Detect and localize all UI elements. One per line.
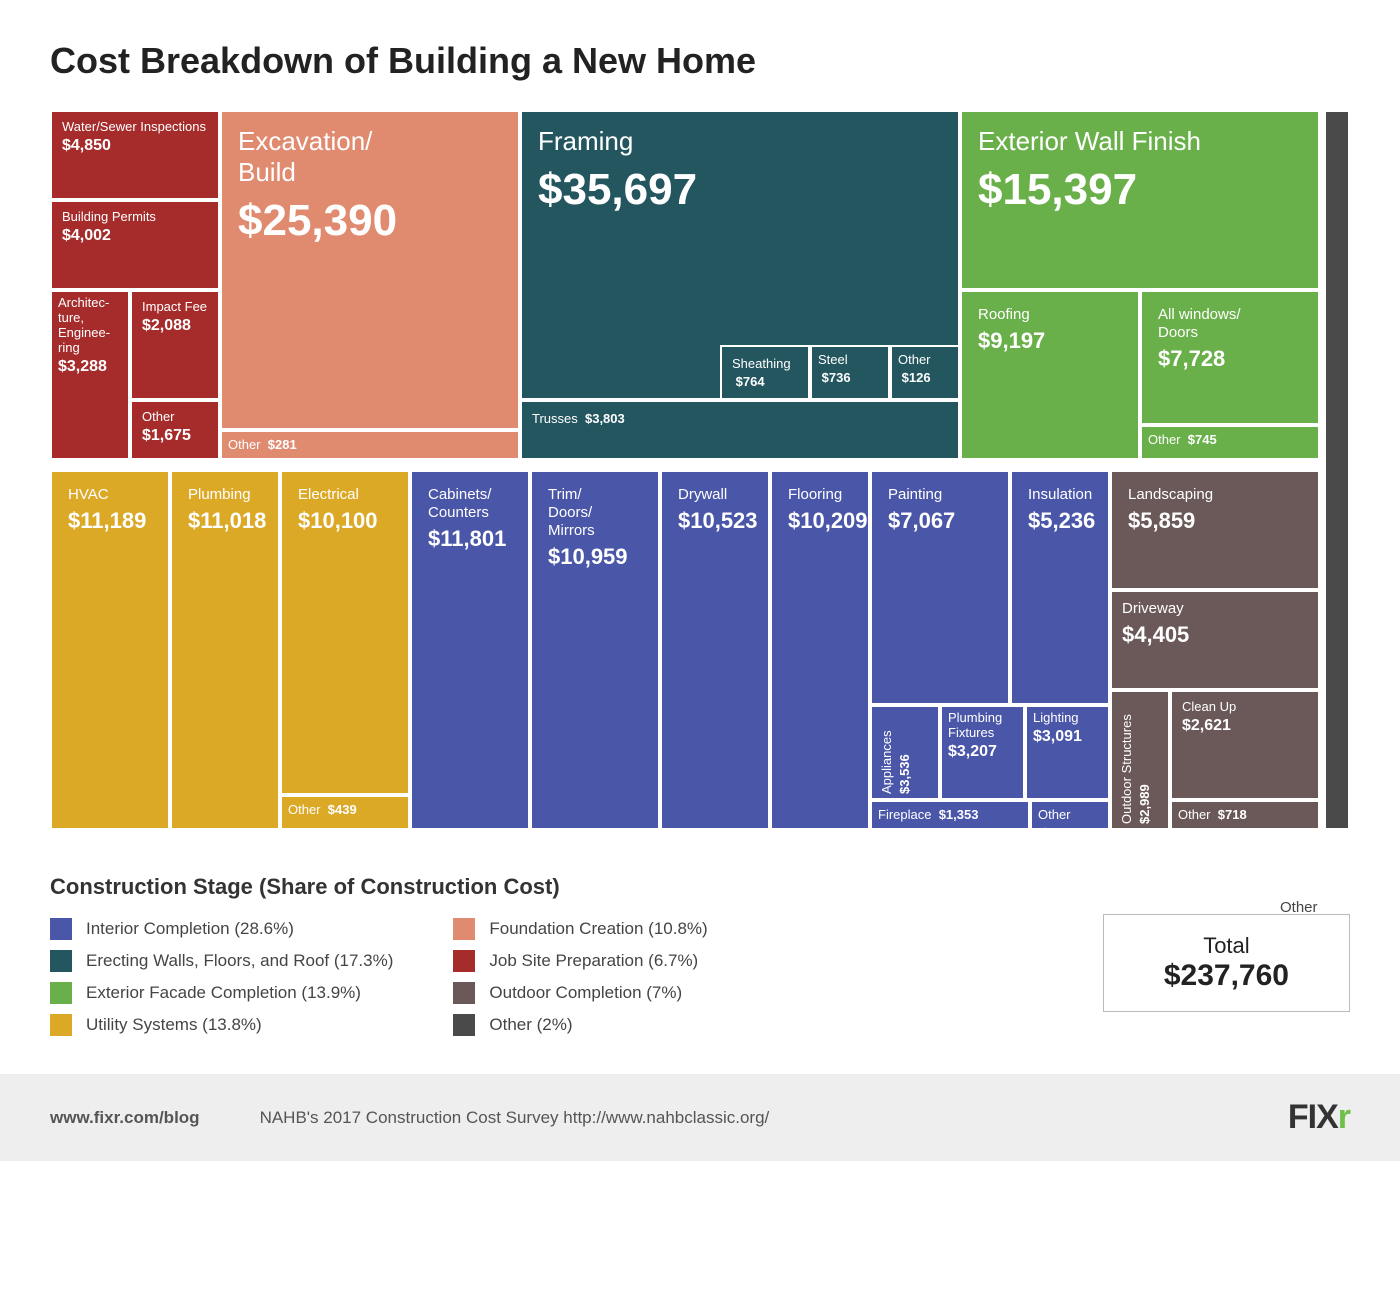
cell-lighting: Lighting$3,091 (1025, 705, 1110, 800)
cell-permits: Building Permits$4,002 (50, 200, 220, 290)
cell-pl_fixtures: Plumbing Fixtures$3,207 (940, 705, 1025, 800)
legend-item: Exterior Facade Completion (13.9%) (50, 982, 393, 1004)
cell-appliances: Appliances $3,536 (870, 705, 940, 800)
legend-label: Other (2%) (489, 1015, 572, 1035)
cell-landscaping: Landscaping$5,859 (1110, 470, 1320, 590)
cell-fireplace: Fireplace $1,353 (870, 800, 1030, 830)
cell-water_sewer: Water/Sewer Inspections$4,850 (50, 110, 220, 200)
legend-label: Outdoor Completion (7%) (489, 983, 682, 1003)
legend: Construction Stage (Share of Constructio… (50, 874, 1350, 1064)
cell-trusses: Trusses $3,803 (520, 400, 960, 460)
legend-swatch (50, 982, 72, 1004)
footer: www.fixr.com/blog NAHB's 2017 Constructi… (0, 1074, 1400, 1161)
legend-label: Interior Completion (28.6%) (86, 919, 294, 939)
cell-trim: Trim/ Doors/ Mirrors$10,959 (530, 470, 660, 830)
cell-flooring: Flooring$10,209 (770, 470, 870, 830)
cell-util_other: Other $439 (280, 795, 410, 830)
page-title: Cost Breakdown of Building a New Home (50, 40, 1350, 82)
cell-ext_wall: Exterior Wall Finish$15,397 (960, 110, 1320, 290)
cell-roofing: Roofing$9,197 (960, 290, 1140, 460)
cell-plumbing: Plumbing$11,018 (170, 470, 280, 830)
treemap: Water/Sewer Inspections$4,850Building Pe… (50, 110, 1350, 830)
cell-hvac: HVAC$11,189 (50, 470, 170, 830)
legend-label: Erecting Walls, Floors, and Roof (17.3%) (86, 951, 393, 971)
cell-driveway: Driveway$4,405 (1110, 590, 1320, 690)
legend-label: Exterior Facade Completion (13.9%) (86, 983, 361, 1003)
cell-js_other: Other$1,675 (130, 400, 220, 460)
cell-out_other: Other $718 (1170, 800, 1320, 830)
cell-int_other: Other $958 (1030, 800, 1110, 830)
legend-label: Utility Systems (13.8%) (86, 1015, 262, 1035)
cell-windows: All windows/ Doors$7,728 (1140, 290, 1320, 425)
legend-swatch (453, 982, 475, 1004)
cell-other_cat (1324, 110, 1350, 830)
legend-swatch (50, 1014, 72, 1036)
fixr-logo: FIXr (1288, 1098, 1350, 1137)
legend-swatch (50, 918, 72, 940)
cell-steel: Steel $736 (810, 345, 890, 400)
legend-label: Job Site Preparation (6.7%) (489, 951, 698, 971)
cell-painting: Painting$7,067 (870, 470, 1010, 705)
cell-ext_other: Other $745 (1140, 425, 1320, 460)
total-box: Total $237,760 (1103, 914, 1350, 1012)
legend-item: Interior Completion (28.6%) (50, 918, 393, 940)
legend-item: Utility Systems (13.8%) (50, 1014, 393, 1036)
cell-outdoor_str: Outdoor Structures $2,989 (1110, 690, 1170, 830)
legend-title: Construction Stage (Share of Constructio… (50, 874, 1350, 900)
cell-sheathing: Sheathing $764 (720, 345, 810, 400)
cell-cleanup: Clean Up$2,621 (1170, 690, 1320, 800)
legend-item: Erecting Walls, Floors, and Roof (17.3%) (50, 950, 393, 972)
legend-item: Job Site Preparation (6.7%) (453, 950, 707, 972)
legend-item: Other (2%) (453, 1014, 707, 1036)
cell-impact: Impact Fee$2,088 (130, 290, 220, 400)
cell-insulation: Insulation$5,236 (1010, 470, 1110, 705)
legend-swatch (453, 950, 475, 972)
legend-swatch (453, 1014, 475, 1036)
legend-label: Foundation Creation (10.8%) (489, 919, 707, 939)
cell-cabinets: Cabinets/ Counters$11,801 (410, 470, 530, 830)
legend-swatch (50, 950, 72, 972)
cell-walls_other: Other $126 (890, 345, 960, 400)
legend-item: Outdoor Completion (7%) (453, 982, 707, 1004)
legend-item: Foundation Creation (10.8%) (453, 918, 707, 940)
footer-source: NAHB's 2017 Construction Cost Survey htt… (260, 1108, 770, 1128)
footer-site: www.fixr.com/blog (50, 1108, 200, 1128)
legend-swatch (453, 918, 475, 940)
cell-arch: Architec- ture, Enginee- ring$3,288 (50, 290, 130, 460)
cell-excavation: Excavation/ Build$25,390 (220, 110, 520, 430)
cell-electrical: Electrical$10,100 (280, 470, 410, 795)
cell-fnd_other: Other $281 (220, 430, 520, 460)
cell-drywall: Drywall$10,523 (660, 470, 770, 830)
